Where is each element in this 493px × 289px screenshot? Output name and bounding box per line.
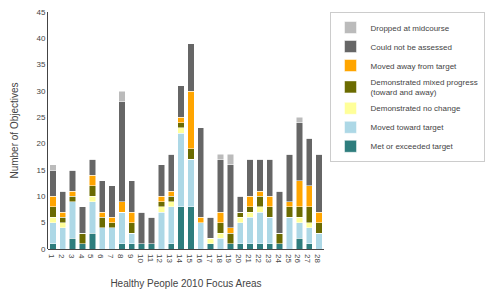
svg-text:26: 26 (293, 254, 302, 263)
svg-text:5: 5 (41, 218, 46, 227)
svg-text:6: 6 (96, 254, 105, 259)
svg-text:28: 28 (313, 254, 322, 263)
svg-text:14: 14 (175, 254, 184, 263)
svg-text:16: 16 (195, 254, 204, 263)
svg-text:Demonstrated no change: Demonstrated no change (371, 104, 461, 113)
svg-text:10: 10 (136, 254, 145, 263)
svg-text:Met or exceeded target: Met or exceeded target (371, 142, 454, 151)
svg-text:8: 8 (116, 254, 125, 259)
svg-text:21: 21 (244, 254, 253, 263)
svg-text:2: 2 (57, 254, 66, 259)
svg-text:7: 7 (106, 254, 115, 259)
svg-text:22: 22 (254, 254, 263, 263)
svg-text:11: 11 (146, 254, 155, 263)
svg-text:19: 19 (224, 254, 233, 263)
svg-text:45: 45 (36, 8, 45, 17)
svg-text:3: 3 (67, 254, 76, 259)
svg-text:Moved away from target: Moved away from target (371, 62, 458, 71)
svg-text:Healthy People 2010 Focus Area: Healthy People 2010 Focus Areas (110, 278, 261, 289)
svg-text:23: 23 (264, 254, 273, 263)
svg-text:15: 15 (185, 254, 194, 263)
svg-text:9: 9 (126, 254, 135, 259)
svg-text:24: 24 (274, 254, 283, 263)
svg-text:27: 27 (303, 254, 312, 263)
svg-text:35: 35 (36, 60, 45, 69)
svg-text:30: 30 (36, 87, 45, 96)
svg-text:40: 40 (36, 34, 45, 43)
svg-text:Number of Objectives: Number of Objectives (9, 82, 20, 178)
svg-text:17: 17 (205, 254, 214, 263)
svg-text:25: 25 (284, 254, 293, 263)
svg-text:20: 20 (36, 139, 45, 148)
svg-text:Moved toward target: Moved toward target (371, 123, 445, 132)
svg-text:4: 4 (77, 254, 86, 259)
svg-text:20: 20 (234, 254, 243, 263)
svg-text:13: 13 (165, 254, 174, 263)
svg-text:5: 5 (86, 254, 95, 259)
svg-text:18: 18 (215, 254, 224, 263)
svg-text:15: 15 (36, 166, 45, 175)
svg-text:0: 0 (41, 245, 46, 254)
svg-text:1: 1 (47, 254, 56, 259)
svg-text:Demonstrated mixed progress(to: Demonstrated mixed progress(toward and a… (371, 78, 478, 97)
svg-text:25: 25 (36, 113, 45, 122)
svg-text:10: 10 (36, 192, 45, 201)
svg-text:Could not be assessed: Could not be assessed (371, 43, 452, 52)
svg-text:Dropped at midcourse: Dropped at midcourse (371, 24, 450, 33)
svg-text:12: 12 (155, 254, 164, 263)
